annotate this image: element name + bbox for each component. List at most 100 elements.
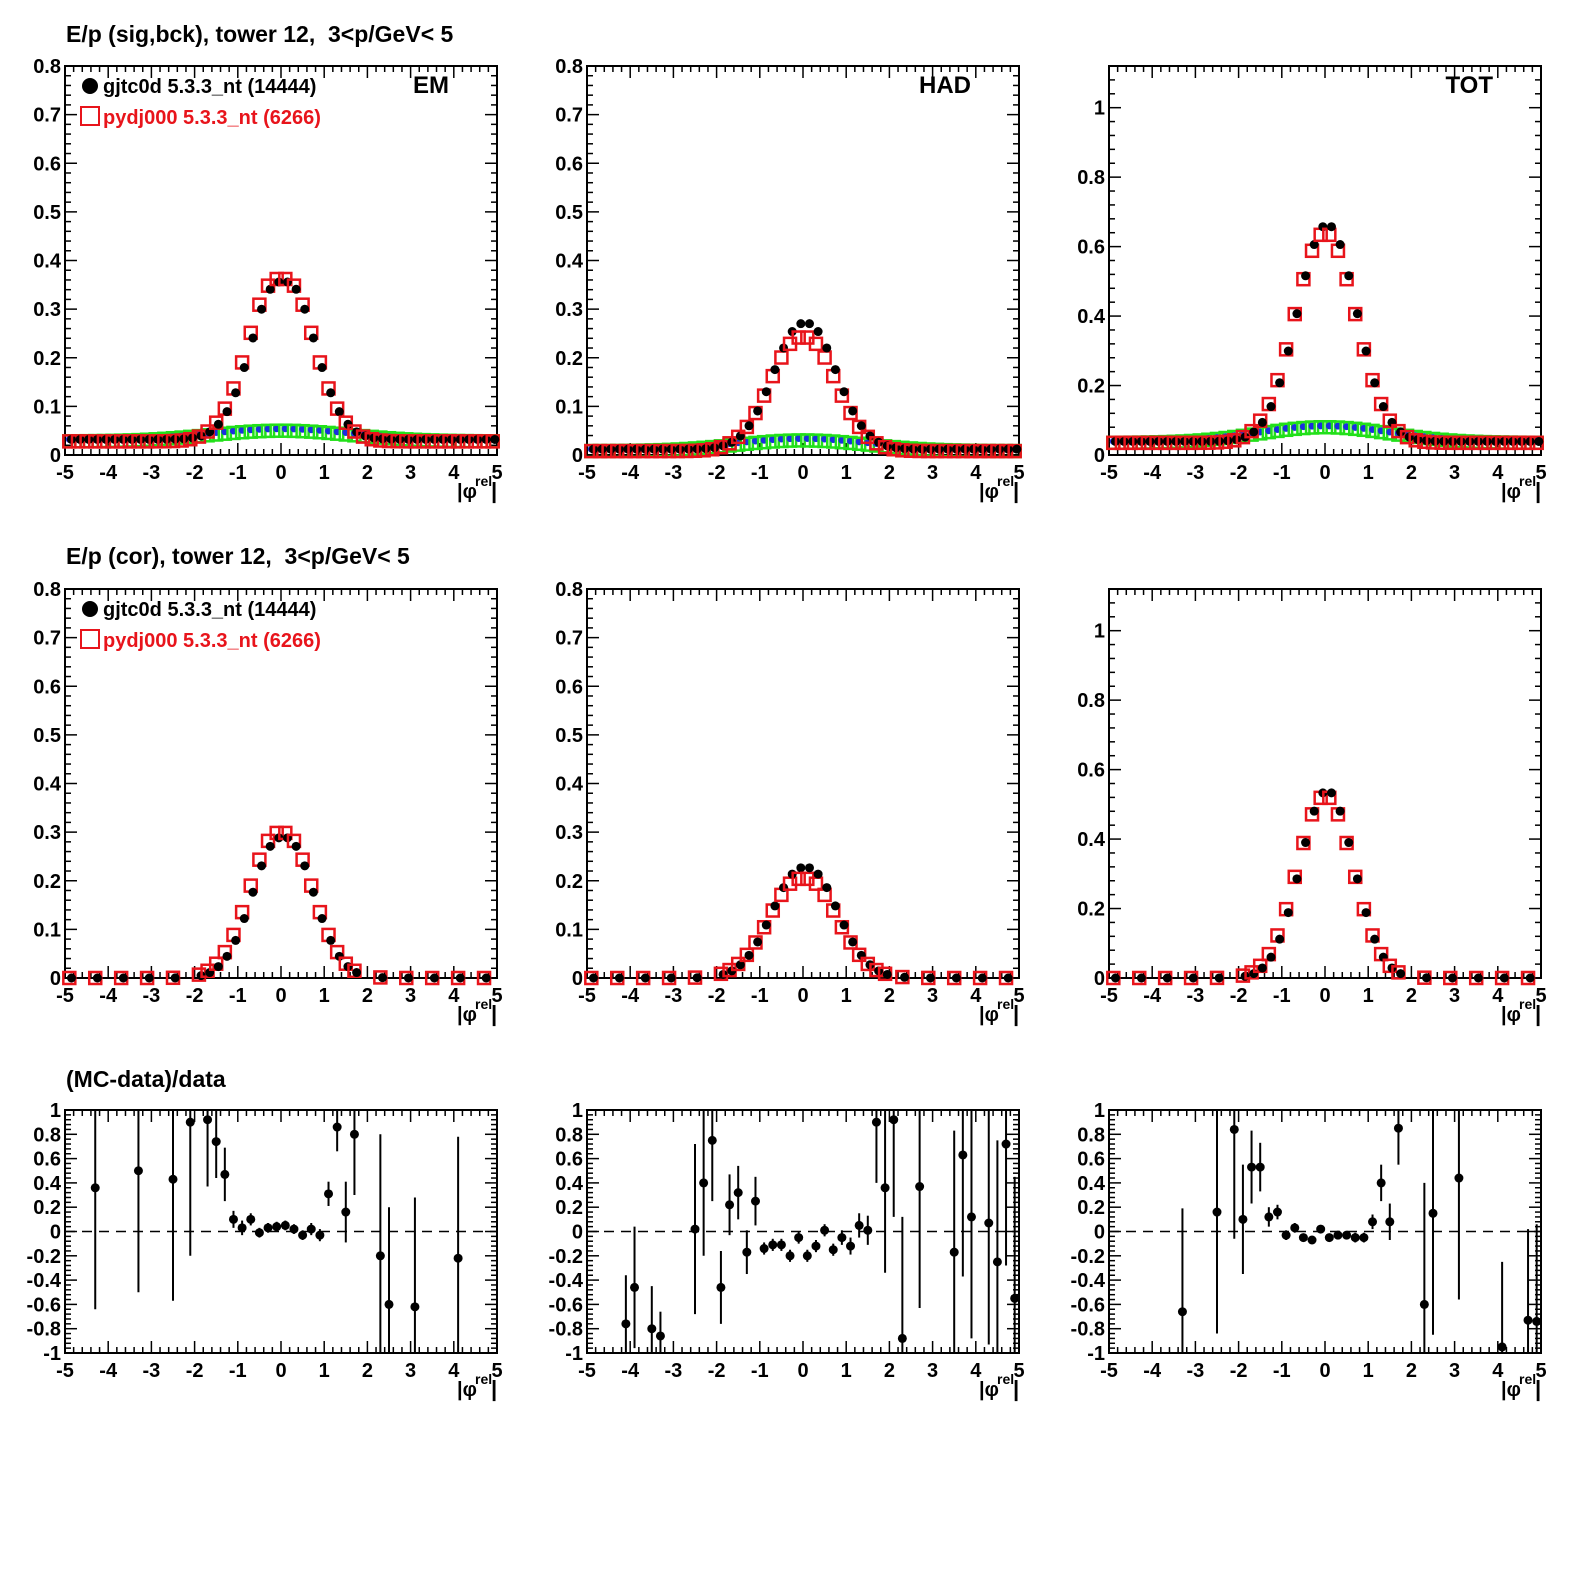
x-tick-label: -4 [621,985,640,1007]
data-point [231,388,241,398]
data-point [1352,874,1362,884]
data-point [1370,378,1380,388]
data-point [830,365,840,375]
ratio-point [349,1129,359,1139]
y-tick-label: 0.6 [33,1149,61,1171]
data-point [882,969,892,979]
y-tick-label: 0.1 [555,396,583,418]
x-tick-label: -1 [229,1360,247,1382]
data-point [1012,444,1022,454]
y-tick-label: 0.5 [555,202,583,224]
x-tick-label: 0 [275,985,286,1007]
plot-frame [586,65,1020,456]
x-axis-title: |φ [457,481,477,503]
ratio-point [1497,1342,1507,1352]
ratio-point [1376,1178,1386,1188]
x-tick-label: -1 [229,985,247,1007]
y-tick-label: 0.5 [555,725,583,747]
x-tick-label: -4 [1143,462,1162,484]
x-tick-label: -4 [1143,985,1162,1007]
data-point [977,973,987,983]
ratio-point [246,1214,256,1224]
data-point [308,887,318,897]
y-tick-label: 0 [1094,1222,1105,1244]
data-point [804,319,814,329]
mc-point [817,350,832,365]
x-tick-label: 3 [405,985,416,1007]
x-tick-label: -2 [186,985,204,1007]
ratio-point [1264,1212,1274,1222]
data-point [1326,222,1336,232]
row-title-middle: E/p (cor), tower 12, 3<p/GeV< 5 [66,543,410,569]
x-tick-label: 3 [927,1360,938,1382]
ratio-point [621,1319,631,1329]
y-tick-label: 0.8 [33,56,61,78]
x-tick-label: -4 [621,1360,640,1382]
data-point [317,914,327,924]
x-tick-label: -2 [1230,1360,1248,1382]
x-tick-label: 2 [884,985,895,1007]
data-point [92,973,102,983]
y-tick-label: 0.7 [33,105,61,127]
x-tick-label: -3 [1187,462,1205,484]
data-point [1283,346,1293,356]
panel-ratio-had: -5 -4 -3 -2 -1 0 1 2 3 4 5|φrel|-1-0.8-0.6-0.4-0.2… [549,1100,1025,1401]
ratio-point [306,1224,316,1234]
data-point [770,901,780,911]
y-tick-label: -0.4 [1071,1270,1106,1292]
x-tick-label: -1 [1273,985,1291,1007]
data-point [291,284,301,294]
ratio-point [1281,1230,1291,1240]
ratio-point [785,1251,795,1261]
legend-mc-label: pydj000 5.3.3_nt (6266) [103,107,321,129]
x-tick-label: 4 [1492,462,1504,484]
x-tick-label: 3 [1449,985,1460,1007]
x-axis-title-bar: | [1535,1376,1541,1401]
legend-mc-label: pydj000 5.3.3_nt (6266) [103,630,321,652]
legend-data-label: gjtc0d 5.3.3_nt (14444) [103,76,316,98]
data-point [1396,969,1406,979]
data-point [1162,973,1172,983]
y-tick-label: 0.2 [1077,899,1105,921]
data-point [856,421,866,431]
ratio-point [846,1241,856,1251]
x-axis-title: |φ [979,481,999,503]
y-tick-label: 0.8 [33,1124,61,1146]
x-tick-label: -3 [1187,985,1205,1007]
data-point [804,863,814,873]
y-tick-label: 0.4 [33,251,62,273]
data-point [770,365,780,375]
x-tick-label: -3 [665,1360,683,1382]
ratio-point [228,1214,238,1224]
ratio-point [1177,1307,1187,1317]
y-tick-label: 0.2 [555,871,583,893]
x-tick-label: -1 [229,462,247,484]
x-tick-label: 0 [797,985,808,1007]
x-tick-label: 0 [275,1360,286,1382]
data-point [490,434,500,444]
x-tick-label: -2 [1230,985,1248,1007]
ratio-point [280,1220,290,1230]
data-point [213,962,223,972]
data-point [822,883,832,893]
x-tick-label: 0 [1319,462,1330,484]
data-point [1292,874,1302,884]
ratio-point [897,1333,907,1343]
y-tick-label: 0.4 [33,774,62,796]
x-tick-label: 4 [448,985,460,1007]
y-tick-label: 0.6 [1077,760,1105,782]
data-point [1473,973,1483,983]
y-tick-label: 0.6 [555,676,583,698]
y-tick-label: 0 [572,968,583,990]
x-tick-label: -2 [186,1360,204,1382]
data-point [231,935,241,945]
ratio-point [1454,1173,1464,1183]
legend-data-marker [82,78,98,94]
x-axis-title-bar: | [491,1376,497,1401]
ratio-point [272,1222,282,1232]
y-tick-label: 1 [50,1100,61,1122]
x-tick-label: 1 [1363,985,1374,1007]
data-point [1378,402,1388,412]
